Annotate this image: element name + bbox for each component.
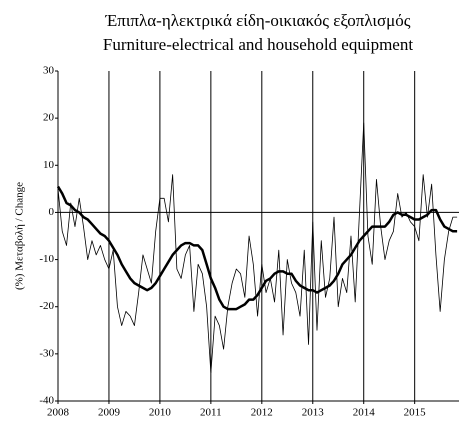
y-tick-label: 30 xyxy=(43,65,55,77)
series-line xyxy=(56,185,458,311)
x-tick-label: 2009 xyxy=(98,407,121,419)
x-tick-label: 2013 xyxy=(302,407,325,419)
x-tick-label: 2008 xyxy=(47,407,70,419)
y-tick-label: -30 xyxy=(39,347,54,359)
y-tick-label: 0 xyxy=(49,206,55,218)
chart-subtitle: Furniture-electrical and household equip… xyxy=(103,35,413,54)
y-tick-label: -20 xyxy=(39,300,54,312)
series-line xyxy=(57,122,458,374)
y-tick-label: -10 xyxy=(39,253,54,265)
y-tick-label: 20 xyxy=(43,112,55,124)
x-tick-label: 2012 xyxy=(251,407,273,419)
y-tick-label: 10 xyxy=(43,159,55,171)
x-tick-label: 2011 xyxy=(200,407,222,419)
y-axis-label: (%) Μεταβολή / Change xyxy=(14,182,26,290)
chart-title: Έπιπλα-ηλεκτρικά είδη-οικιακός εξοπλισμό… xyxy=(104,11,410,30)
y-tick-label: -40 xyxy=(39,395,54,407)
x-tick-label: 2010 xyxy=(149,407,172,419)
x-tick-label: 2015 xyxy=(404,407,427,419)
x-tick-label: 2014 xyxy=(353,407,376,419)
